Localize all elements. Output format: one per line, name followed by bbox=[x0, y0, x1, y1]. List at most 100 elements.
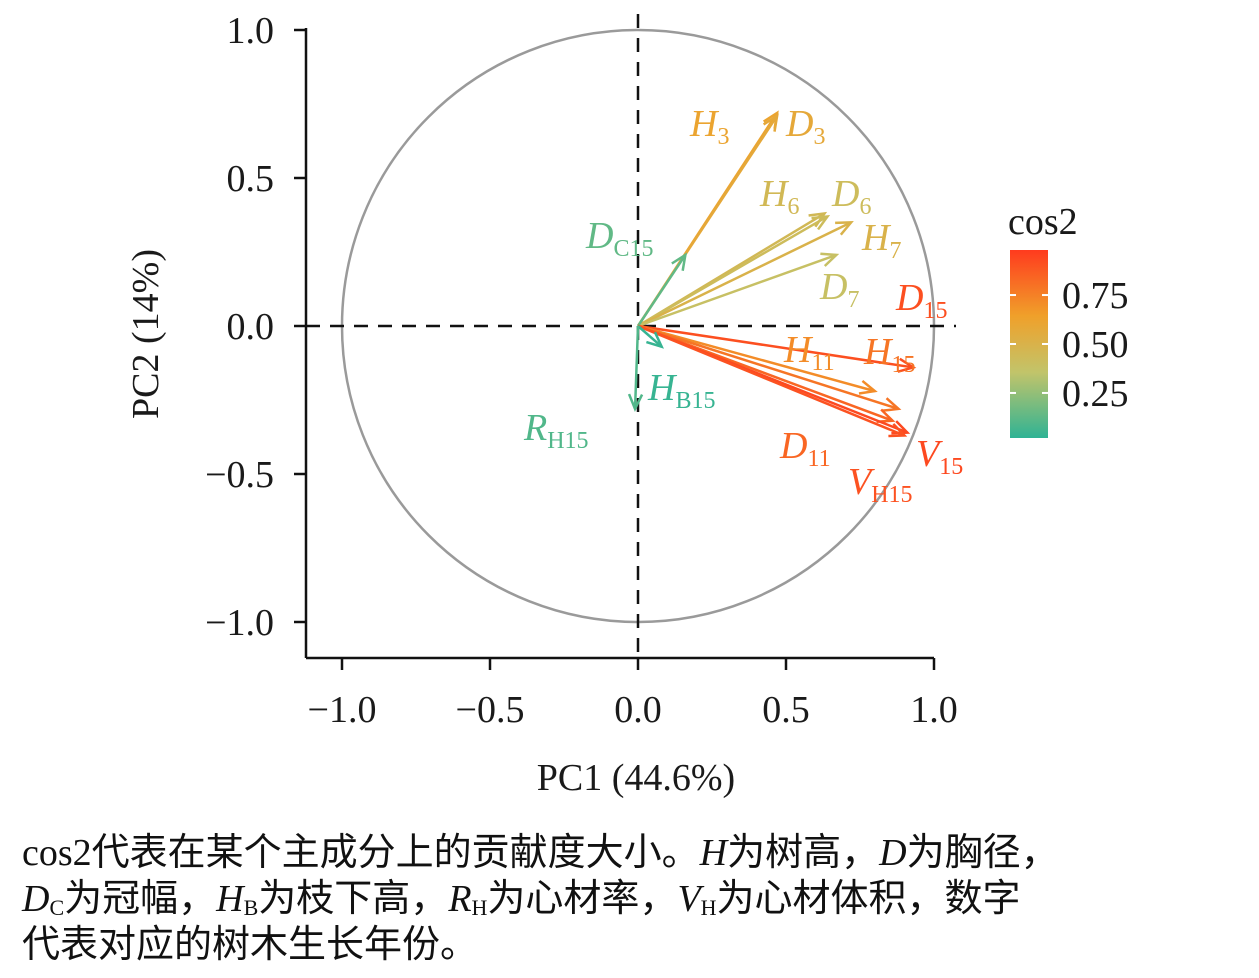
arrow-h15 bbox=[637, 324, 902, 412]
label-main: D bbox=[819, 266, 847, 308]
arrow-hb15 bbox=[637, 325, 664, 349]
label-main: D bbox=[779, 425, 807, 467]
arrow-h11 bbox=[637, 324, 878, 395]
y-tick-label: 1.0 bbox=[227, 10, 275, 52]
label-main: H bbox=[783, 329, 814, 371]
label-main: V bbox=[916, 433, 943, 475]
label-main: H bbox=[863, 331, 894, 373]
arrow-d6 bbox=[637, 214, 831, 328]
arrow-head bbox=[646, 331, 664, 349]
label-subscript: C15 bbox=[613, 236, 653, 262]
label-main: H bbox=[689, 103, 720, 145]
arrow-h7 bbox=[637, 221, 854, 328]
label-d15: D15 bbox=[895, 277, 947, 324]
y-axis-title: PC2 (14%) bbox=[125, 249, 167, 419]
caption-text: 为枝下高， bbox=[258, 878, 449, 920]
x-tick-label: 0.0 bbox=[614, 689, 662, 731]
x-axis-title: PC1 (44.6%) bbox=[537, 757, 735, 799]
label-subscript: 15 bbox=[923, 298, 947, 324]
label-d3: D3 bbox=[785, 103, 825, 150]
label-d6: D6 bbox=[831, 173, 871, 220]
label-main: D bbox=[895, 277, 923, 319]
label-d7: D7 bbox=[819, 266, 859, 313]
reference-layer bbox=[306, 14, 956, 658]
arrow-shaft bbox=[637, 215, 829, 328]
label-subscript: 3 bbox=[717, 124, 729, 150]
label-main: R bbox=[523, 407, 547, 449]
arrow-head bbox=[897, 357, 917, 373]
label-subscript: B15 bbox=[675, 388, 715, 414]
caption-subscript: B bbox=[243, 895, 259, 920]
caption-line-1: cos2代表在某个主成分上的贡献度大小。H为树高，D为胸径， bbox=[22, 830, 1242, 876]
caption-text: 为心材率， bbox=[487, 878, 678, 920]
caption-subscript: H bbox=[700, 895, 717, 920]
axes: −1.0 −0.5 0.0 0.5 1.0 −1.0 −0.5 0.0 0.5 1.0 PC1 (4… bbox=[125, 10, 958, 799]
arrow-shaft bbox=[637, 221, 852, 328]
caption-text: 为冠幅， bbox=[64, 878, 217, 920]
label-main: V bbox=[848, 461, 875, 503]
arrow-head bbox=[762, 113, 779, 132]
label-hb15: HB15 bbox=[647, 367, 715, 414]
arrow-head bbox=[835, 221, 854, 236]
caption-text: cos2代表在某个主成分上的贡献度大小。 bbox=[22, 832, 700, 874]
y-tick-label: 0.5 bbox=[227, 158, 275, 200]
y-tick-label: −1.0 bbox=[205, 602, 274, 644]
x-tick-label: 1.0 bbox=[910, 689, 958, 731]
caption-subscript: H bbox=[471, 895, 488, 920]
label-h6: H6 bbox=[759, 173, 799, 220]
label-subscript: 15 bbox=[891, 352, 915, 378]
arrow-shaft bbox=[637, 324, 876, 393]
label-h11: H11 bbox=[783, 329, 835, 376]
label-subscript: 7 bbox=[889, 238, 901, 264]
arrow-d7 bbox=[637, 252, 840, 328]
arrow-head bbox=[627, 393, 644, 412]
legend-tick-label: 0.50 bbox=[1062, 324, 1129, 366]
arrow-head bbox=[811, 214, 831, 231]
arrow-shaft bbox=[637, 253, 837, 328]
x-tick-label: 0.5 bbox=[762, 689, 810, 731]
arrow-vh15 bbox=[637, 324, 908, 438]
label-rh15: RH15 bbox=[523, 407, 589, 454]
label-subscript: H15 bbox=[871, 482, 912, 508]
label-vh15: VH15 bbox=[848, 461, 913, 508]
arrow-shaft bbox=[637, 324, 914, 369]
label-subscript: 6 bbox=[787, 194, 799, 220]
label-subscript: 15 bbox=[939, 454, 963, 480]
label-main: H bbox=[759, 173, 790, 215]
cos2-legend: cos2 0.75 0.50 0.25 bbox=[1008, 201, 1129, 438]
caption-text: 为树高， bbox=[727, 832, 880, 874]
arrow-shaft bbox=[637, 325, 663, 348]
label-subscript: 6 bbox=[859, 194, 871, 220]
label-dc15: DC15 bbox=[585, 215, 653, 262]
legend-colorbar bbox=[1010, 250, 1048, 438]
legend-title: cos2 bbox=[1008, 201, 1078, 243]
x-tick-label: −1.0 bbox=[308, 689, 377, 731]
y-tick-label: 0.0 bbox=[227, 306, 275, 348]
caption-line-2: DC为冠幅，HB为枝下高，RH为心材率，VH为心材体积，数字 bbox=[22, 876, 1242, 922]
label-subscript: 11 bbox=[807, 446, 830, 472]
arrow-head bbox=[888, 423, 908, 438]
legend-tick-label: 0.25 bbox=[1062, 373, 1129, 415]
label-subscript: 11 bbox=[811, 350, 834, 376]
label-subscript: H15 bbox=[547, 428, 588, 454]
legend-tick-label: 0.75 bbox=[1062, 275, 1129, 317]
arrow-shaft bbox=[633, 325, 640, 409]
arrow-shaft bbox=[637, 324, 905, 437]
caption-line-3: 代表对应的树木生长年份。 bbox=[22, 922, 1242, 968]
arrow-shaft bbox=[636, 254, 687, 327]
label-main: H bbox=[647, 367, 678, 409]
caption-subscript: C bbox=[49, 895, 65, 920]
arrow-head bbox=[820, 252, 840, 267]
caption-text: H bbox=[216, 878, 244, 920]
figure-caption: cos2代表在某个主成分上的贡献度大小。H为树高，D为胸径， DC为冠幅，HB为… bbox=[22, 830, 1242, 968]
label-h3: H3 bbox=[689, 103, 729, 150]
caption-text: R bbox=[448, 878, 472, 920]
caption-text: 为心材体积，数字 bbox=[716, 878, 1021, 920]
caption-text: V bbox=[677, 878, 701, 920]
variable-arrows bbox=[627, 110, 917, 438]
label-h15: H15 bbox=[863, 331, 915, 378]
caption-text: D bbox=[22, 878, 50, 920]
label-main: D bbox=[585, 215, 613, 257]
